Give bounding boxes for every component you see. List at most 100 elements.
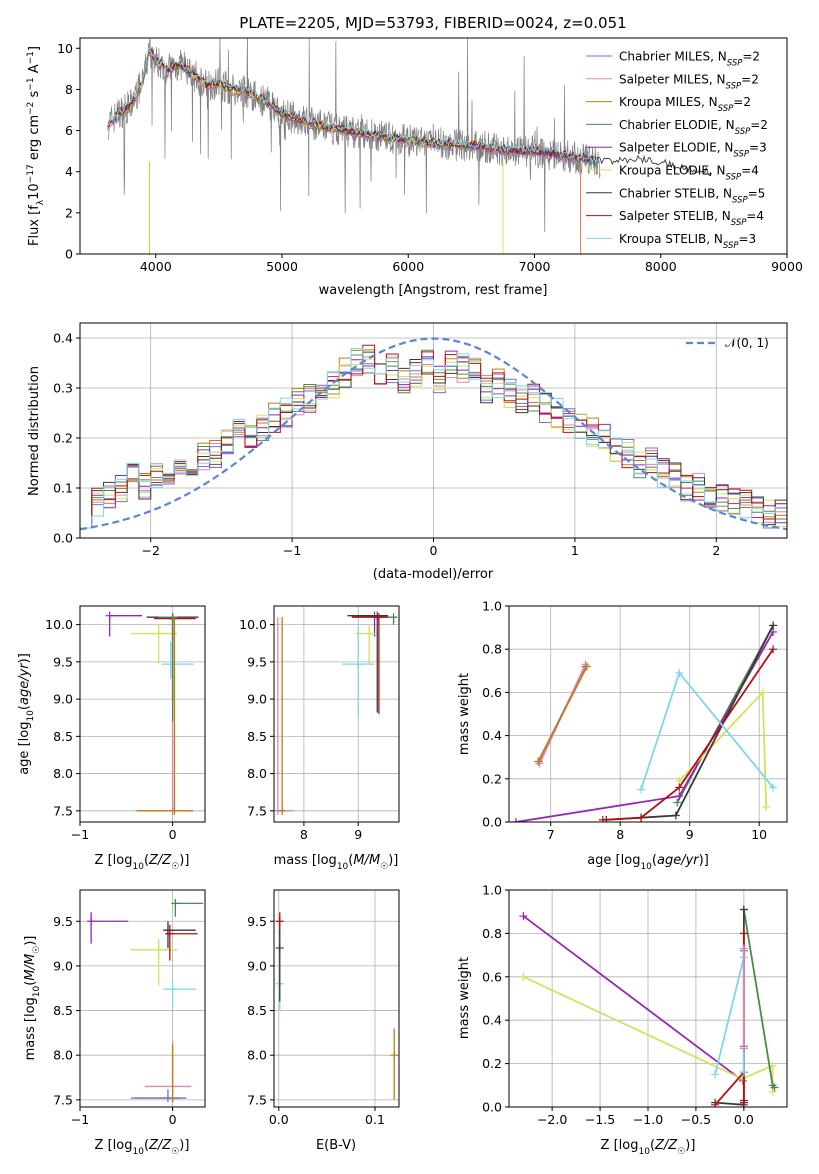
x-tick-label: 7 [547, 827, 555, 842]
y-tick-label: 0 [65, 247, 73, 262]
axes-mass_z: −1 0 7.5 8.0 8.5 9.0 9.5 [53, 889, 206, 1127]
y-tick-label: 0.2 [482, 771, 502, 786]
x-tick-label: 6000 [392, 259, 424, 274]
y-axis-label: mass weight [457, 673, 472, 755]
y-tick-label: 8.5 [53, 1003, 73, 1018]
data-point [154, 945, 163, 954]
y-tick-label: 1.0 [482, 599, 502, 614]
y-tick-label: 7.5 [247, 1092, 267, 1107]
y-tick-label: 0.8 [482, 926, 502, 941]
axes-frame [273, 889, 400, 1108]
y-tick-label: 9.5 [53, 654, 73, 669]
y-tick-label: 8.5 [247, 729, 267, 744]
data-point [671, 811, 680, 820]
data-point [275, 944, 284, 953]
y-tick-label: 9.5 [53, 914, 73, 929]
data-point [768, 1081, 777, 1090]
y-tick-label: 8 [65, 82, 73, 97]
x-tick-label: 0 [169, 1112, 177, 1127]
data-point [637, 813, 646, 822]
data-point [739, 1068, 748, 1077]
data-point [769, 783, 778, 792]
model-spectrum [107, 48, 712, 177]
x-tick-label: 0 [430, 543, 438, 558]
weight-series [522, 915, 744, 1082]
y-tick-label: 0.2 [482, 1056, 502, 1071]
data-point [675, 792, 684, 801]
y-tick-label: 0.0 [53, 531, 73, 546]
legend-entry: Chabrier ELODIE, NSSP=2 [619, 118, 768, 137]
y-tick-label: 8.0 [247, 766, 267, 781]
data-point [769, 645, 778, 654]
data-point [762, 802, 771, 811]
y-tick-label: 8.0 [53, 1048, 73, 1063]
y-tick-label: 0.4 [482, 1013, 502, 1028]
x-tick-label: 9 [354, 827, 362, 842]
x-tick-label: 5000 [266, 259, 298, 274]
axes-frame [79, 37, 788, 255]
y-tick-label: 0.0 [482, 815, 502, 830]
y-tick-label: 9.0 [247, 958, 267, 973]
x-tick-label: 0.0 [734, 1112, 754, 1127]
x-tick-label: 2 [712, 543, 720, 558]
model-spectrum [107, 47, 598, 164]
x-tick-label: −2.0 [537, 1112, 567, 1127]
plot-area-age_z [105, 611, 199, 815]
legend-entry: Kroupa ELODIE, NSSP=4 [619, 164, 759, 183]
y-tick-label: 9.5 [247, 914, 267, 929]
x-tick-label: −2 [141, 543, 159, 558]
axes-weight_z: −2.0 −1.5 −1.0 −0.5 0.0 0.0 0.2 0.4 0.6 0.8 1.0 [482, 883, 788, 1127]
weight-series [714, 957, 745, 1075]
x-axis-label: mass [log10(M/M☉)] [274, 853, 399, 872]
y-tick-label: 0.0 [482, 1100, 502, 1115]
legend-entry: Chabrier STELIB, NSSP=5 [619, 186, 765, 205]
weight-series [602, 648, 774, 821]
data-point [769, 621, 778, 630]
x-tick-label: −1.5 [585, 1112, 615, 1127]
x-tick-label: 0.1 [365, 1112, 385, 1127]
data-point [598, 815, 607, 822]
data-point [739, 905, 748, 914]
y-axis-label: mass [log10(M/M☉)] [23, 936, 42, 1061]
y-tick-label: 9.5 [247, 654, 267, 669]
y-tick-label: 1.0 [482, 883, 502, 898]
plot-area-age_mass [274, 611, 398, 815]
y-axis-label: Normed distribution [27, 366, 42, 496]
x-tick-label: 9 [686, 827, 694, 842]
data-point [519, 972, 528, 981]
plot-area-weight_z [519, 905, 779, 1107]
axes-frame [79, 605, 206, 823]
x-axis-label: wavelength [Angstrom, rest frame] [319, 283, 548, 298]
data-point [87, 917, 96, 926]
data-point [170, 806, 179, 815]
plot-area-mass_z [87, 898, 204, 1103]
x-tick-label: 10 [751, 827, 767, 842]
data-point [354, 660, 363, 669]
y-tick-label: 0.8 [482, 642, 502, 657]
axes-frame [79, 889, 206, 1108]
data-point [675, 783, 684, 792]
data-point [168, 613, 177, 622]
y-tick-label: 10 [57, 41, 73, 56]
data-point [711, 1100, 720, 1107]
y-tick-label: 0.6 [482, 969, 502, 984]
x-axis-label: E(B-V) [316, 1138, 356, 1153]
y-tick-label: 4 [65, 164, 73, 179]
y-tick-label: 9.0 [247, 692, 267, 707]
data-point [739, 1098, 748, 1107]
x-axis-label: Z [log10(Z/Z☉)] [95, 1138, 190, 1157]
data-point [168, 985, 177, 994]
legend-entry: Chabrier MILES, NSSP=2 [619, 50, 760, 69]
y-tick-label: 0.1 [53, 481, 73, 496]
data-point [374, 613, 383, 622]
x-tick-label: 8 [616, 827, 624, 842]
y-tick-label: 7.5 [53, 803, 73, 818]
data-point [154, 629, 163, 638]
weight-series [742, 909, 776, 1089]
data-point [534, 757, 543, 766]
data-point [511, 818, 520, 822]
data-point [758, 688, 767, 697]
figure-title: PLATE=2205, MJD=53793, FIBERID=0024, z=0… [239, 14, 626, 32]
data-point [739, 929, 748, 938]
y-tick-label: 8.0 [53, 766, 73, 781]
